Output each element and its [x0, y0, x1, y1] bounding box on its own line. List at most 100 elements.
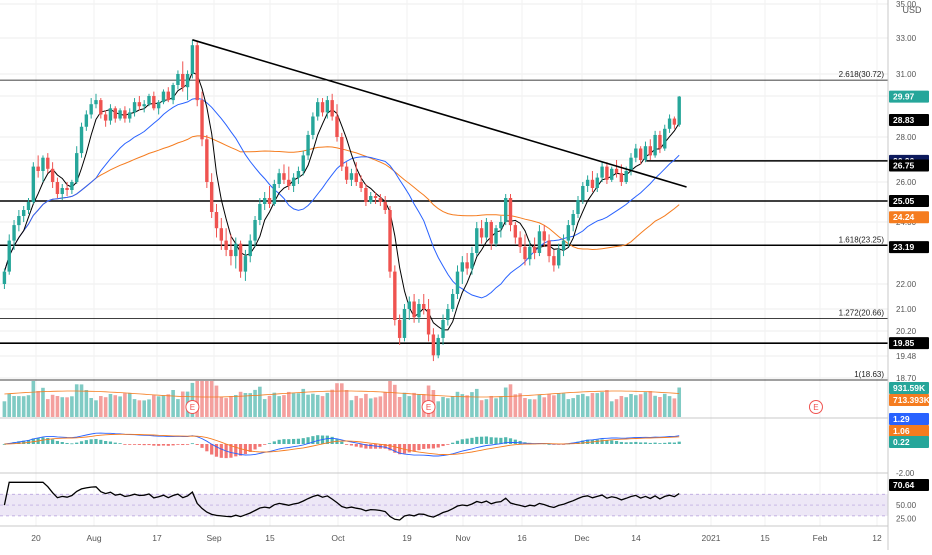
candle-body[interactable] — [171, 85, 175, 101]
candle-body[interactable] — [479, 228, 484, 238]
candle-body[interactable] — [2, 271, 7, 284]
candle-body[interactable] — [296, 171, 301, 178]
earnings-marker[interactable] — [808, 400, 823, 414]
candle-body[interactable] — [65, 188, 69, 190]
candle-body[interactable] — [142, 104, 146, 107]
candle-body[interactable] — [614, 168, 619, 174]
candle-body[interactable] — [383, 202, 387, 210]
candle-body[interactable] — [224, 240, 228, 250]
candle-body[interactable] — [590, 179, 595, 188]
candle-body[interactable] — [542, 231, 546, 241]
candle-body[interactable] — [267, 198, 272, 204]
candle-body[interactable] — [152, 96, 156, 109]
candle-body[interactable] — [446, 309, 450, 320]
candle-body[interactable] — [36, 166, 40, 171]
candle-body[interactable] — [489, 222, 493, 244]
candle-body[interactable] — [17, 216, 21, 226]
trendline[interactable] — [192, 39, 687, 188]
candle-body[interactable] — [185, 74, 190, 88]
candle-body[interactable] — [412, 301, 416, 318]
candle-body[interactable] — [513, 225, 518, 238]
candle-body[interactable] — [330, 100, 334, 117]
candle-body[interactable] — [181, 74, 185, 88]
candle-body[interactable] — [79, 126, 84, 154]
candle-body[interactable] — [41, 157, 45, 171]
candle-body[interactable] — [484, 222, 489, 238]
candle-body[interactable] — [75, 153, 79, 182]
candle-body[interactable] — [60, 188, 64, 194]
candle-body[interactable] — [441, 320, 445, 338]
candle-body[interactable] — [320, 102, 325, 113]
candle-body[interactable] — [465, 262, 469, 269]
candle-body[interactable] — [600, 166, 604, 178]
earnings-marker[interactable] — [185, 400, 200, 414]
candle-body[interactable] — [89, 104, 93, 115]
candle-body[interactable] — [585, 179, 590, 186]
candle-body[interactable] — [523, 246, 527, 260]
candle-body[interactable] — [301, 155, 305, 171]
candle-body[interactable] — [417, 304, 421, 318]
candle-body[interactable] — [470, 253, 474, 269]
candle-body[interactable] — [209, 182, 214, 212]
candle-body[interactable] — [166, 91, 170, 101]
candle-body[interactable] — [547, 240, 551, 257]
candle-body[interactable] — [677, 96, 681, 125]
candle-body[interactable] — [532, 246, 537, 253]
candle-body[interactable] — [667, 118, 672, 129]
candle-body[interactable] — [566, 225, 571, 241]
candle-body[interactable] — [436, 337, 440, 356]
candle-body[interactable] — [648, 146, 652, 156]
candle-body[interactable] — [499, 222, 503, 229]
candle-body[interactable] — [94, 100, 98, 105]
candle-body[interactable] — [316, 102, 320, 117]
candle-body[interactable] — [658, 134, 662, 149]
candle-body[interactable] — [634, 148, 638, 158]
candle-body[interactable] — [238, 243, 243, 272]
candle-body[interactable] — [619, 173, 624, 182]
candle-body[interactable] — [219, 228, 224, 241]
candle-body[interactable] — [537, 231, 542, 253]
candle-body[interactable] — [243, 256, 248, 272]
candle-body[interactable] — [31, 166, 36, 202]
candle-body[interactable] — [653, 134, 657, 156]
candle-body[interactable] — [393, 271, 397, 320]
candle-body[interactable] — [108, 108, 113, 121]
candle-body[interactable] — [528, 246, 532, 260]
candle-body[interactable] — [132, 102, 137, 113]
candle-body[interactable] — [369, 196, 373, 202]
candle-body[interactable] — [277, 173, 281, 184]
candle-body[interactable] — [359, 182, 363, 188]
candle-body[interactable] — [282, 173, 286, 180]
candle-body[interactable] — [195, 45, 199, 101]
candle-body[interactable] — [234, 243, 238, 257]
candle-body[interactable] — [426, 309, 431, 335]
candle-body[interactable] — [422, 304, 426, 309]
candle-body[interactable] — [306, 134, 310, 156]
candle-body[interactable] — [99, 100, 103, 115]
candle-body[interactable] — [378, 198, 383, 202]
candle-body[interactable] — [287, 179, 291, 186]
candle-body[interactable] — [349, 173, 354, 180]
candle-body[interactable] — [672, 118, 677, 125]
candle-body[interactable] — [214, 212, 219, 229]
candle-body[interactable] — [557, 249, 561, 266]
candle-body[interactable] — [475, 228, 479, 253]
candle-body[interactable] — [205, 139, 209, 182]
candle-body[interactable] — [571, 214, 575, 226]
candle-body[interactable] — [262, 198, 267, 204]
candle-body[interactable] — [128, 112, 132, 119]
candles[interactable] — [2, 39, 681, 362]
candle-body[interactable] — [113, 108, 117, 119]
candle-body[interactable] — [253, 220, 257, 241]
candle-body[interactable] — [190, 45, 195, 74]
candle-body[interactable] — [518, 237, 522, 247]
candle-body[interactable] — [12, 225, 16, 241]
candle-body[interactable] — [325, 100, 330, 113]
candle-body[interactable] — [503, 198, 508, 222]
candle-body[interactable] — [311, 116, 315, 135]
candle-body[interactable] — [561, 240, 566, 250]
candle-body[interactable] — [70, 182, 74, 190]
